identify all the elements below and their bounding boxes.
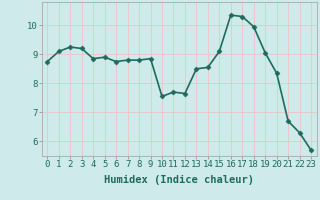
X-axis label: Humidex (Indice chaleur): Humidex (Indice chaleur) [104,175,254,185]
